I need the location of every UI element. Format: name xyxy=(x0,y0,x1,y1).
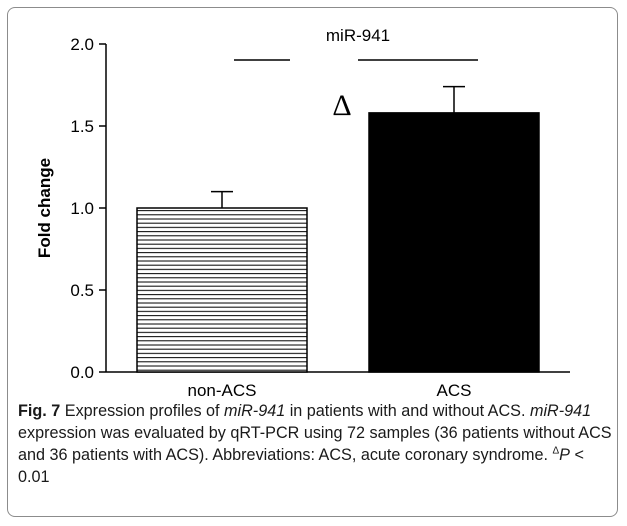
caption-delta-symbol: Δ xyxy=(552,445,560,457)
bar-chart: 0.0 0.5 1.0 1.5 2.0 Fold change non-ACS ACS miR-… xyxy=(35,26,570,400)
caption-gene-2: miR-941 xyxy=(529,402,592,420)
y-tick-label: 0.0 xyxy=(70,363,94,382)
x-tick-label: non-ACS xyxy=(188,381,257,400)
y-tick-label: 2.0 xyxy=(70,35,94,54)
caption-body: expression was evaluated by qRT-PCR usin… xyxy=(18,424,612,464)
y-tick-label: 0.5 xyxy=(70,281,94,300)
bar-non-acs xyxy=(136,207,308,373)
figure-label: Fig. 7 xyxy=(18,402,61,420)
bar-acs xyxy=(368,112,540,373)
caption-gene-1: miR-941 xyxy=(224,402,286,420)
significance-symbol: Δ xyxy=(332,89,351,122)
caption-p-symbol: P xyxy=(559,446,570,464)
y-tick-label: 1.0 xyxy=(70,199,94,218)
caption-text-2: in patients with and without ACS. xyxy=(285,402,526,420)
caption-p-value: < 0.01 xyxy=(18,446,584,486)
y-tick-label: 1.5 xyxy=(70,117,94,136)
chart-title: miR-941 xyxy=(326,26,390,45)
y-axis-label: Fold change xyxy=(35,158,54,258)
caption-text-1: Expression profiles of xyxy=(60,402,225,420)
figure-caption: Fig. 7 Expression profiles of miR-941 in… xyxy=(18,400,614,488)
x-tick-label: ACS xyxy=(437,381,472,400)
